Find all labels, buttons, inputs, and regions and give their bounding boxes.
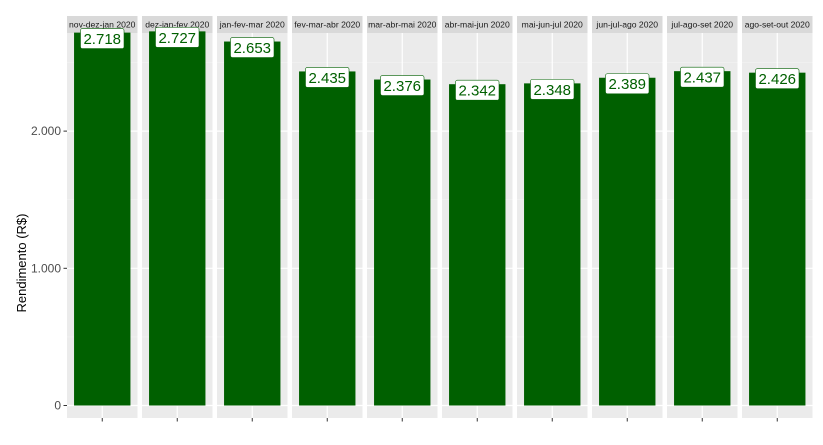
y-axis: 0 1.000 2.000	[31, 124, 67, 413]
facet-strip-label: dez-jan-fev 2020	[145, 20, 209, 30]
facet-panel: jan-fev-mar 2020 2.653	[217, 16, 288, 422]
bar	[374, 79, 431, 406]
bar	[524, 83, 581, 406]
bar-value-label: 2.435	[308, 70, 346, 87]
bar	[449, 84, 506, 406]
facet-strip	[292, 16, 363, 33]
bar-value-label-box	[380, 75, 425, 96]
bar	[149, 31, 206, 406]
bar	[74, 32, 131, 406]
facet-strip-label: jul-ago-set 2020	[670, 20, 733, 30]
facet-strip-label: ago-set-out 2020	[745, 20, 810, 30]
facet-strip-label: abr-mai-jun 2020	[445, 20, 510, 30]
facet-strip-label: mai-jun-jul 2020	[522, 20, 583, 30]
facet-strip-label: jun-jul-ago 2020	[595, 20, 658, 30]
bar-value-label-box	[80, 28, 125, 49]
facet-strip	[442, 16, 513, 33]
facet-strip	[517, 16, 588, 33]
y-axis-title: Rendimento (R$)	[14, 214, 29, 313]
facet-strip-label: fev-mar-abr 2020	[294, 20, 360, 30]
y-tick-label: 1.000	[31, 261, 61, 275]
bar	[299, 71, 356, 406]
facet-panel: mai-jun-jul 2020 2.348	[517, 16, 588, 422]
bar-value-label: 2.437	[683, 70, 721, 87]
bar	[749, 72, 806, 406]
y-axis-title-group: Rendimento (R$)	[14, 214, 29, 313]
bar-value-label-box	[305, 67, 350, 88]
bar	[224, 41, 281, 406]
bar-value-label-box	[755, 68, 800, 89]
bar	[599, 77, 656, 406]
bar-value-label-box	[455, 79, 500, 101]
bar-value-label: 2.426	[758, 71, 796, 88]
bar-value-label-box	[605, 73, 650, 95]
facet-strip-label: jan-fev-mar 2020	[219, 20, 285, 30]
facet-strip	[367, 16, 438, 33]
facet-strip	[592, 16, 663, 33]
facet-strip	[217, 16, 288, 33]
y-tick-label: 0	[54, 399, 61, 413]
facet-strip-label: nov-dez-jan 2020	[69, 20, 136, 30]
facet-panel: ago-set-out 2020 2.426	[742, 16, 813, 422]
bar-value-label: 2.376	[383, 78, 421, 95]
facet-panel: jul-ago-set 2020 2.437	[667, 16, 738, 422]
bar-value-label: 2.348	[533, 82, 571, 99]
bar-value-label: 2.389	[608, 76, 646, 93]
bar	[674, 71, 731, 406]
y-tick-label: 2.000	[31, 124, 61, 138]
bar-value-label: 2.727	[158, 30, 196, 47]
bar-value-label-box	[680, 66, 725, 88]
facet-strip	[742, 16, 813, 33]
facet-panel: mar-abr-mai 2020 2.376	[367, 16, 438, 422]
facet-panel: jun-jul-ago 2020 2.389	[592, 16, 663, 422]
bar-value-label: 2.718	[83, 31, 121, 48]
facet-strip-label: mar-abr-mai 2020	[368, 20, 437, 30]
bar-value-label-box	[230, 37, 275, 58]
facet-strip	[667, 16, 738, 33]
facet-panel: abr-mai-jun 2020 2.342	[442, 16, 513, 422]
bar-value-label-box	[155, 27, 200, 48]
bar-value-label-box	[530, 79, 575, 100]
bar-value-label: 2.653	[233, 40, 271, 57]
facet-panel: fev-mar-abr 2020 2.435	[292, 16, 363, 422]
bar-value-label: 2.342	[458, 83, 496, 100]
